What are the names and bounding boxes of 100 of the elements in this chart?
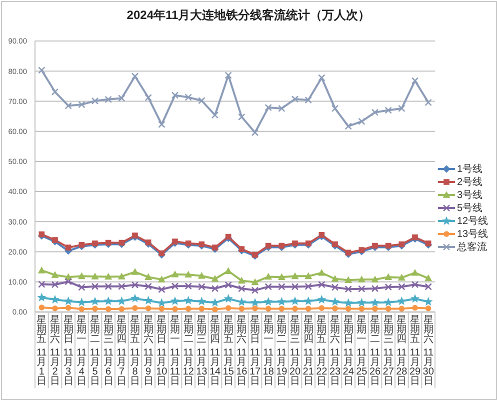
point [305, 283, 312, 290]
point [132, 232, 138, 238]
point [238, 285, 245, 292]
x-tick-label: 星期一 11月18日 [262, 315, 274, 387]
point [304, 272, 312, 280]
point [398, 306, 405, 312]
point [252, 287, 258, 294]
point [145, 305, 152, 312]
point [332, 241, 338, 248]
point [398, 274, 406, 281]
point [158, 250, 165, 256]
point [398, 241, 405, 248]
x-tick-label: 星期二 11月5日 [90, 315, 101, 387]
point [38, 304, 45, 310]
x-tick-label: 星期五 11月22日 [316, 315, 328, 387]
point [105, 306, 112, 312]
point [372, 285, 378, 292]
point [105, 96, 112, 103]
x-tick-label: 星期五 11月15日 [222, 315, 234, 387]
point [198, 306, 205, 312]
point [158, 298, 166, 306]
point [212, 306, 218, 312]
point [371, 276, 379, 282]
point [145, 94, 152, 101]
point [65, 304, 72, 311]
point [425, 283, 432, 290]
x-tick-label: 星期五 11月29日 [409, 315, 421, 387]
point [144, 274, 152, 280]
x-tick-label: 星期一 11月11日 [170, 315, 181, 387]
point [344, 276, 352, 283]
point [238, 114, 245, 120]
x-tick-label: 星期五 11月8日 [130, 315, 141, 387]
point [184, 271, 192, 278]
point [51, 271, 59, 278]
point [118, 272, 126, 280]
point [265, 242, 272, 249]
x-tick-label: 星期三 11月27日 [382, 315, 394, 387]
point [398, 283, 405, 290]
point [171, 270, 179, 278]
x-tick-label: 星期六 11月30日 [422, 315, 434, 387]
point [38, 266, 46, 274]
point [52, 281, 58, 288]
point [78, 242, 85, 248]
point [38, 293, 46, 301]
point [384, 298, 392, 306]
point [291, 272, 299, 280]
point [290, 296, 300, 305]
point [251, 278, 259, 286]
point [52, 237, 58, 243]
point [305, 306, 312, 312]
point [52, 305, 58, 312]
x-tick-label: 星期六 11月2日 [50, 315, 61, 387]
point [264, 298, 272, 306]
point [278, 242, 285, 249]
point [172, 306, 178, 312]
point [292, 96, 298, 102]
point [345, 122, 352, 130]
point [130, 294, 140, 302]
point [412, 234, 418, 240]
point [211, 275, 219, 282]
point [132, 305, 138, 311]
point [185, 94, 192, 101]
point [332, 284, 338, 291]
x-tick-label: 星期五 11月1日 [36, 315, 48, 387]
point [318, 232, 325, 238]
point [358, 298, 366, 306]
point [224, 268, 232, 274]
point [132, 282, 138, 288]
point [90, 297, 100, 305]
point [345, 286, 352, 292]
point [38, 66, 45, 74]
chart-title: 2024年11月大连地铁分线客流统计（万人次） [126, 7, 372, 24]
point [105, 240, 112, 246]
point [278, 274, 286, 280]
x-tick-label: 星期二 11月26日 [369, 315, 381, 387]
point [385, 242, 392, 249]
point [412, 77, 418, 84]
point [158, 286, 165, 293]
legend-label: 1号线 [457, 162, 483, 176]
point [424, 274, 432, 282]
x-tick-label: 星期三 11月6日 [103, 315, 114, 387]
x-tick-label: 星期日 11月24日 [342, 315, 354, 387]
point [304, 296, 312, 305]
point [104, 273, 112, 280]
point [318, 281, 325, 288]
point [78, 284, 85, 291]
x-tick-label: 星期四 11月28日 [396, 315, 408, 387]
point [265, 104, 272, 111]
x-tick-label: 星期六 11月23日 [329, 315, 341, 387]
x-tick-label: 星期三 11月20日 [289, 315, 301, 387]
point [398, 105, 405, 112]
point [292, 306, 298, 312]
point [118, 94, 125, 102]
x-tick-label: 星期四 11月21日 [302, 315, 314, 387]
point [198, 241, 205, 248]
point [92, 306, 98, 312]
point [185, 240, 192, 246]
point [250, 298, 260, 306]
point [305, 240, 312, 246]
point [412, 304, 418, 311]
